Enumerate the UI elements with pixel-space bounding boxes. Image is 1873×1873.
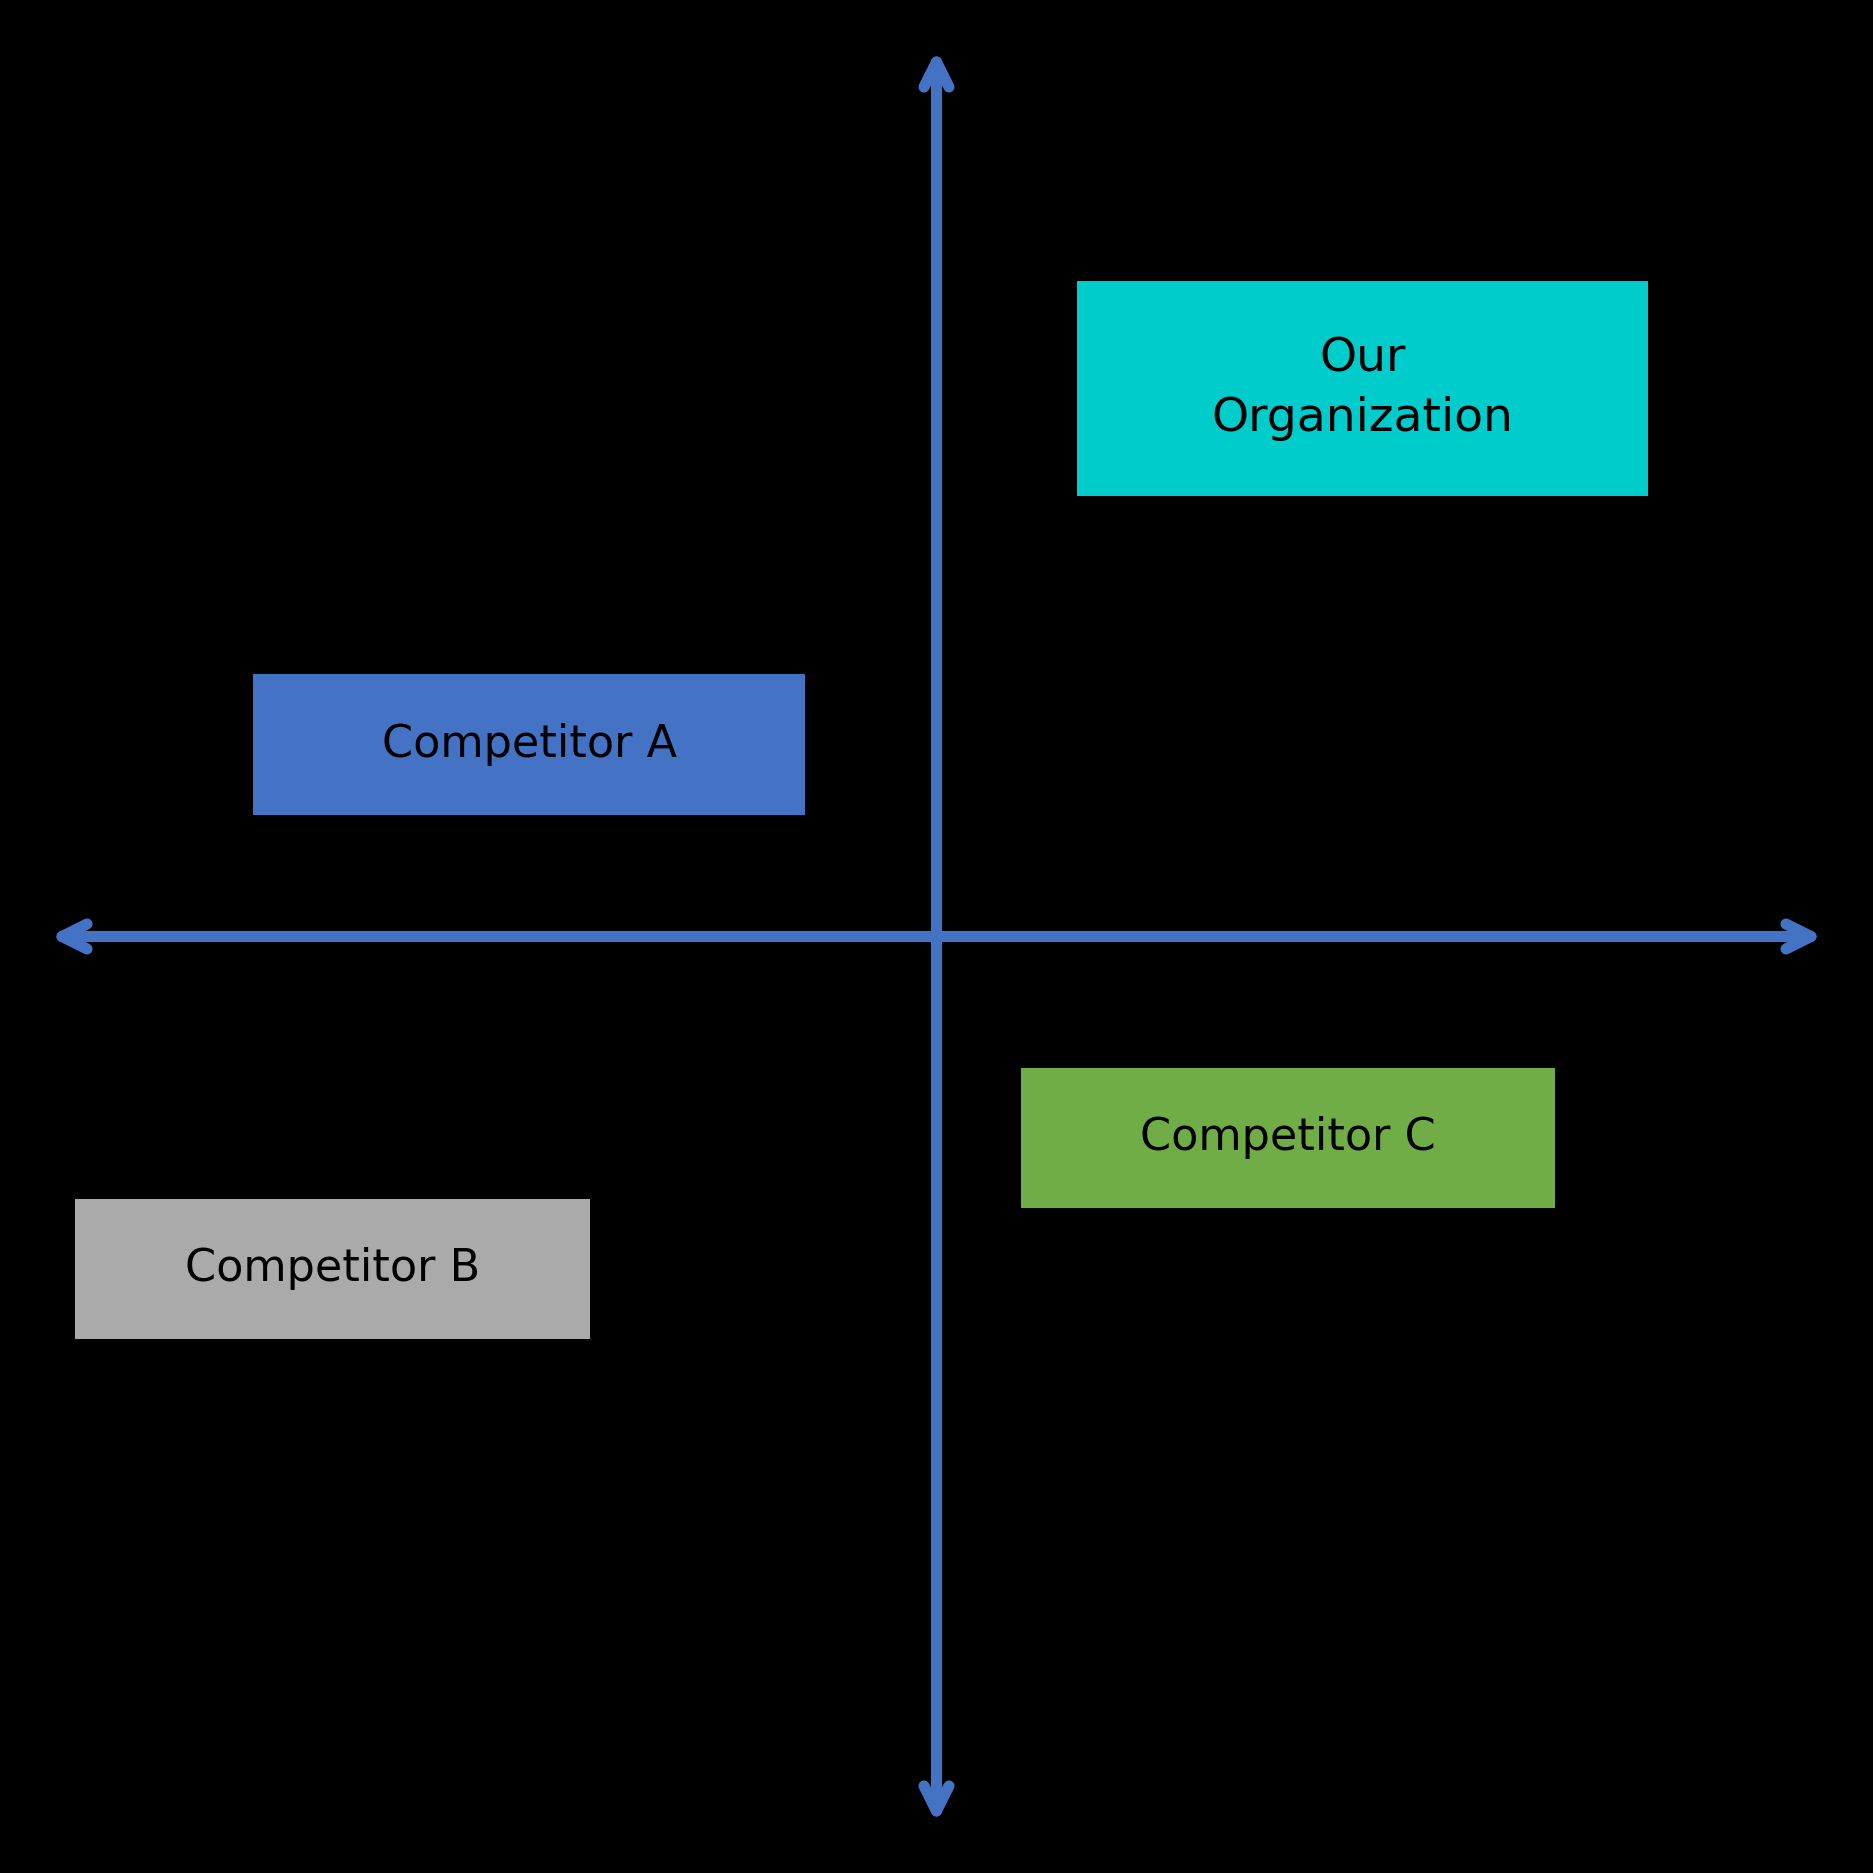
Text: Competitor B: Competitor B [185,1247,479,1290]
Text: Competitor A: Competitor A [382,723,676,766]
Bar [1077,281,1648,496]
Bar [1021,1068,1555,1208]
Bar [253,674,805,815]
Text: Competitor C: Competitor C [1141,1116,1435,1159]
Text: Our
Organization: Our Organization [1212,337,1513,440]
Bar [75,1199,590,1339]
